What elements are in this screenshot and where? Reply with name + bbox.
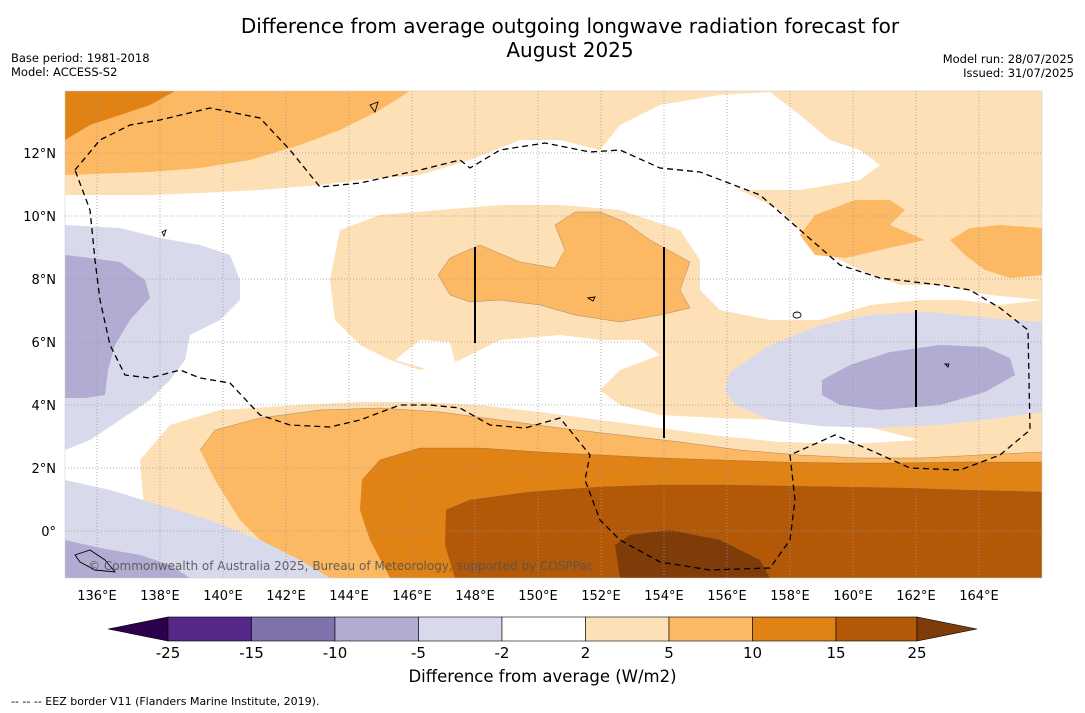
title-line-2: August 2025 — [506, 38, 634, 62]
brown-core — [445, 485, 1042, 578]
colorbar-segment — [167, 616, 252, 642]
model-text: Model: ACCESS-S2 — [11, 65, 118, 79]
colorbar-ticks: -25 -15 -10 -5 -2 2 5 10 15 25 — [156, 644, 927, 662]
lat-label-4n: 4°N — [32, 399, 57, 414]
colorbar-tick: -2 — [495, 644, 510, 662]
white-hole-center — [395, 340, 455, 370]
meta-left: Base period: 1981-2018 Model: ACCESS-S2 — [11, 51, 150, 79]
colorbar-tick: 10 — [743, 644, 762, 662]
colorbar-segment — [251, 616, 336, 642]
colorbar-tick: -15 — [239, 644, 264, 662]
purple-east — [822, 345, 1015, 410]
lon-label-150e: 150°E — [518, 589, 558, 604]
lat-label-10n: 10°N — [23, 210, 56, 225]
lon-label-140e: 140°E — [203, 589, 243, 604]
colorbar-tick: -5 — [411, 644, 426, 662]
colorbar-tick: -25 — [156, 644, 181, 662]
colorbar-tick: 25 — [907, 644, 926, 662]
lon-label-162e: 162°E — [896, 589, 936, 604]
medium-orange-center — [438, 212, 690, 322]
lat-label-2n: 2°N — [32, 462, 57, 477]
lon-label-142e: 142°E — [266, 589, 306, 604]
lat-label-0: 0° — [41, 525, 56, 540]
colorbar-tick: 15 — [826, 644, 845, 662]
colorbar-label: Difference from average (W/m2) — [408, 667, 677, 686]
lon-label-160e: 160°E — [833, 589, 873, 604]
colorbar-segment — [501, 616, 586, 642]
dark-orange-nw — [65, 91, 175, 140]
map-frame — [64, 90, 1043, 579]
lon-label-148e: 148°E — [455, 589, 495, 604]
colorbar-tick: 2 — [581, 644, 591, 662]
colorbar-segment — [585, 616, 670, 642]
colorbar-segment — [334, 616, 419, 642]
colorbar-tick: -10 — [323, 644, 348, 662]
medium-orange-east — [800, 200, 925, 258]
title-line-1: Difference from average outgoing longwav… — [240, 14, 900, 38]
lon-label-158e: 158°E — [770, 589, 810, 604]
issued-text: Issued: 31/07/2025 — [963, 66, 1074, 80]
base-period-text: Base period: 1981-2018 — [11, 51, 150, 65]
lon-label-154e: 154°E — [644, 589, 684, 604]
purple-west — [65, 255, 150, 398]
model-run-text: Model run: 28/07/2025 — [942, 52, 1074, 66]
medium-orange-nw — [65, 91, 410, 175]
colorbar-segment — [418, 616, 503, 642]
colorbar-segment — [668, 616, 753, 642]
lon-label-138e: 138°E — [140, 589, 180, 604]
eez-border — [74, 107, 1031, 571]
colorbar-segment — [752, 616, 837, 642]
lon-labels: 136°E 138°E 140°E 142°E 144°E 146°E 148°… — [77, 589, 999, 604]
lat-label-12n: 12°N — [23, 147, 56, 162]
lon-label-146e: 146°E — [392, 589, 432, 604]
lon-label-136e: 136°E — [77, 589, 117, 604]
lat-label-8n: 8°N — [32, 273, 57, 288]
purple-southwest — [65, 540, 190, 578]
colorbar-tick: 5 — [664, 644, 674, 662]
white-patch-north — [600, 92, 880, 190]
lon-label-156e: 156°E — [707, 589, 747, 604]
medium-orange-far-east — [950, 225, 1042, 278]
colorbar: -25 -15 -10 -5 -2 2 5 10 15 25 — [107, 616, 978, 662]
lat-label-6n: 6°N — [32, 336, 57, 351]
colorbar-over-arrow — [916, 616, 978, 642]
eez-legend-text: -- -- -- EEZ border V11 (Flanders Marine… — [11, 695, 320, 708]
anomaly-field — [65, 91, 1042, 578]
deep-brown-core — [615, 530, 770, 578]
meta-right: Model run: 28/07/2025 Issued: 31/07/2025 — [943, 52, 1074, 80]
colorbar-segment — [835, 616, 918, 642]
islands — [74, 101, 950, 573]
lon-label-152e: 152°E — [581, 589, 621, 604]
lon-label-164e: 164°E — [959, 589, 999, 604]
chart-title: Difference from average outgoing longwav… — [180, 14, 960, 62]
lat-labels: 12°N 10°N 8°N 6°N 4°N 2°N 0° — [23, 147, 56, 540]
lon-label-144e: 144°E — [329, 589, 369, 604]
copyright-text: © Commonwealth of Australia 2025, Bureau… — [88, 559, 593, 573]
colorbar-under-arrow — [107, 616, 169, 642]
